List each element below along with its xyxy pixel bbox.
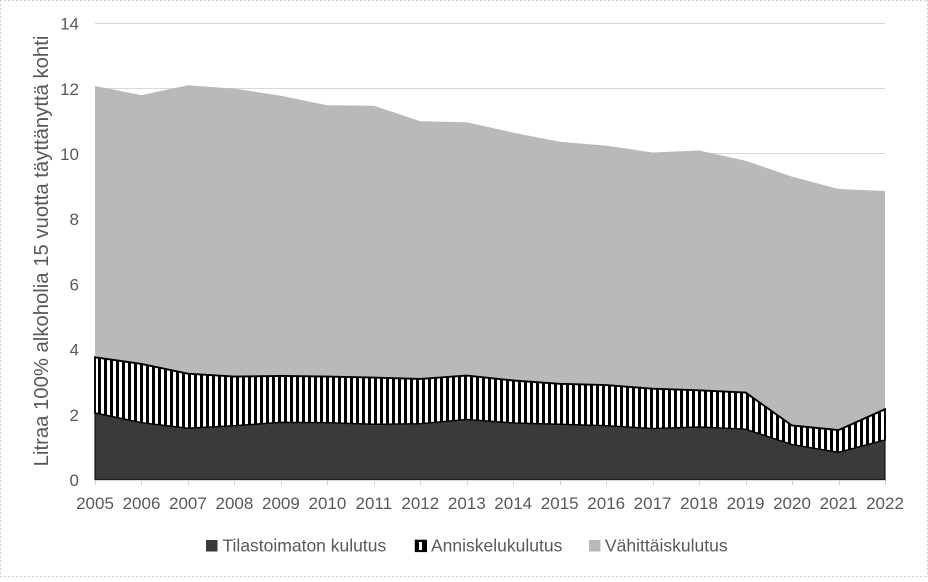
svg-text:2010: 2010 <box>308 494 346 513</box>
svg-text:6: 6 <box>70 276 79 295</box>
svg-text:2009: 2009 <box>262 494 300 513</box>
svg-text:2013: 2013 <box>448 494 486 513</box>
svg-text:Anniskelukulutus: Anniskelukulutus <box>431 536 563 556</box>
svg-text:Litraa 100% alkoholia 15 vuott: Litraa 100% alkoholia 15 vuotta täyttäny… <box>31 36 53 467</box>
svg-text:2018: 2018 <box>680 494 718 513</box>
svg-text:2008: 2008 <box>215 494 253 513</box>
svg-text:2019: 2019 <box>727 494 765 513</box>
svg-text:Vähittäiskulutus: Vähittäiskulutus <box>605 536 728 556</box>
svg-text:2020: 2020 <box>773 494 811 513</box>
svg-text:8: 8 <box>70 210 79 229</box>
svg-text:4: 4 <box>70 341 79 360</box>
svg-text:2016: 2016 <box>587 494 625 513</box>
svg-text:2015: 2015 <box>541 494 579 513</box>
svg-text:12: 12 <box>60 80 79 99</box>
svg-text:2012: 2012 <box>401 494 439 513</box>
svg-text:10: 10 <box>60 145 79 164</box>
svg-text:Tilastoimaton kulutus: Tilastoimaton kulutus <box>223 536 387 556</box>
svg-text:2017: 2017 <box>634 494 672 513</box>
svg-text:2022: 2022 <box>866 494 904 513</box>
svg-text:2006: 2006 <box>123 494 161 513</box>
svg-text:2007: 2007 <box>169 494 207 513</box>
svg-text:2005: 2005 <box>76 494 114 513</box>
svg-text:2014: 2014 <box>494 494 532 513</box>
svg-text:2011: 2011 <box>356 494 393 513</box>
svg-text:0: 0 <box>70 471 79 490</box>
svg-text:2021: 2021 <box>820 494 858 513</box>
svg-text:14: 14 <box>60 15 79 34</box>
svg-text:2: 2 <box>70 406 79 425</box>
